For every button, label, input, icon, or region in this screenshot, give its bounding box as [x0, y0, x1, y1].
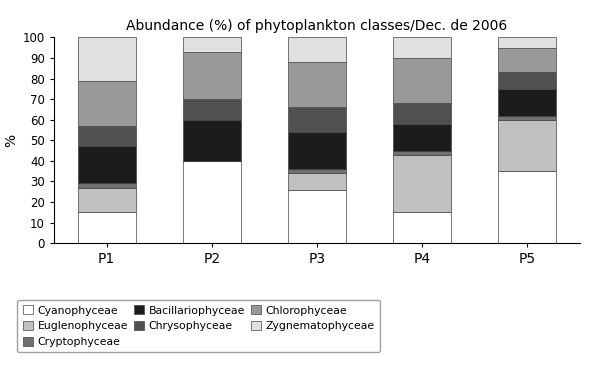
Bar	[498, 171, 556, 243]
Bar	[78, 188, 136, 212]
Bar	[288, 62, 346, 107]
Bar	[78, 37, 136, 81]
Bar	[288, 190, 346, 243]
Bar	[393, 124, 451, 150]
Legend: Cyanophyceae, Euglenophyceae, Cryptophyceae, Bacillariophyceae, Chrysophyceae, C: Cyanophyceae, Euglenophyceae, Cryptophyc…	[17, 300, 380, 352]
Title: Abundance (%) of phytoplankton classes/Dec. de 2006: Abundance (%) of phytoplankton classes/D…	[126, 19, 508, 33]
Bar	[183, 99, 241, 120]
Bar	[393, 103, 451, 124]
Bar	[183, 120, 241, 161]
Bar	[78, 126, 136, 147]
Bar	[498, 47, 556, 73]
Bar	[78, 81, 136, 126]
Bar	[78, 183, 136, 187]
Bar	[288, 173, 346, 190]
Bar	[183, 52, 241, 99]
Bar	[393, 58, 451, 103]
Y-axis label: %: %	[4, 134, 19, 147]
Bar	[78, 212, 136, 243]
Bar	[78, 146, 136, 183]
Bar	[288, 37, 346, 62]
Bar	[498, 37, 556, 47]
Bar	[498, 120, 556, 171]
Bar	[498, 72, 556, 89]
Bar	[288, 132, 346, 169]
Bar	[393, 155, 451, 212]
Bar	[288, 107, 346, 132]
Bar	[393, 37, 451, 58]
Bar	[498, 89, 556, 116]
Bar	[288, 169, 346, 173]
Bar	[393, 150, 451, 155]
Bar	[183, 37, 241, 52]
Bar	[183, 161, 241, 243]
Bar	[393, 212, 451, 243]
Bar	[498, 116, 556, 120]
